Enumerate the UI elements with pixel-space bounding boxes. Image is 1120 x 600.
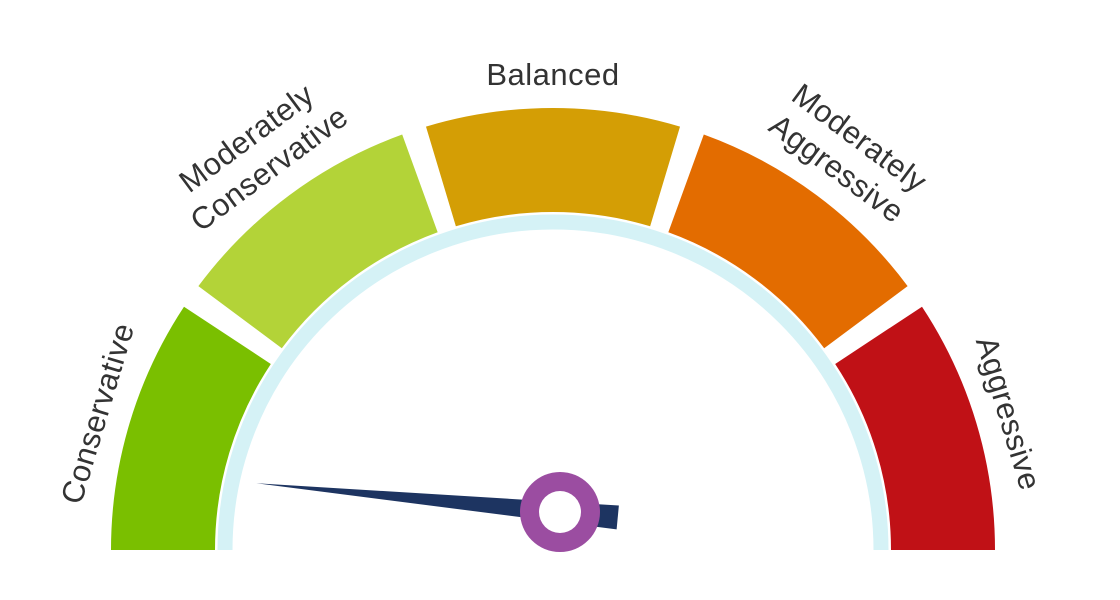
- segment-label-2: Balanced: [486, 57, 619, 92]
- gauge-segment-2: [425, 107, 681, 227]
- gauge-segment-3: [668, 134, 908, 349]
- gauge-segment-4: [835, 306, 995, 550]
- inner-ring: [217, 214, 889, 551]
- gauge-segment-1: [198, 134, 438, 349]
- gauge-segments: [111, 107, 995, 550]
- gauge-segment-0: [111, 306, 271, 550]
- needle-hub-center: [539, 491, 581, 533]
- segment-label-line: Balanced: [486, 57, 619, 92]
